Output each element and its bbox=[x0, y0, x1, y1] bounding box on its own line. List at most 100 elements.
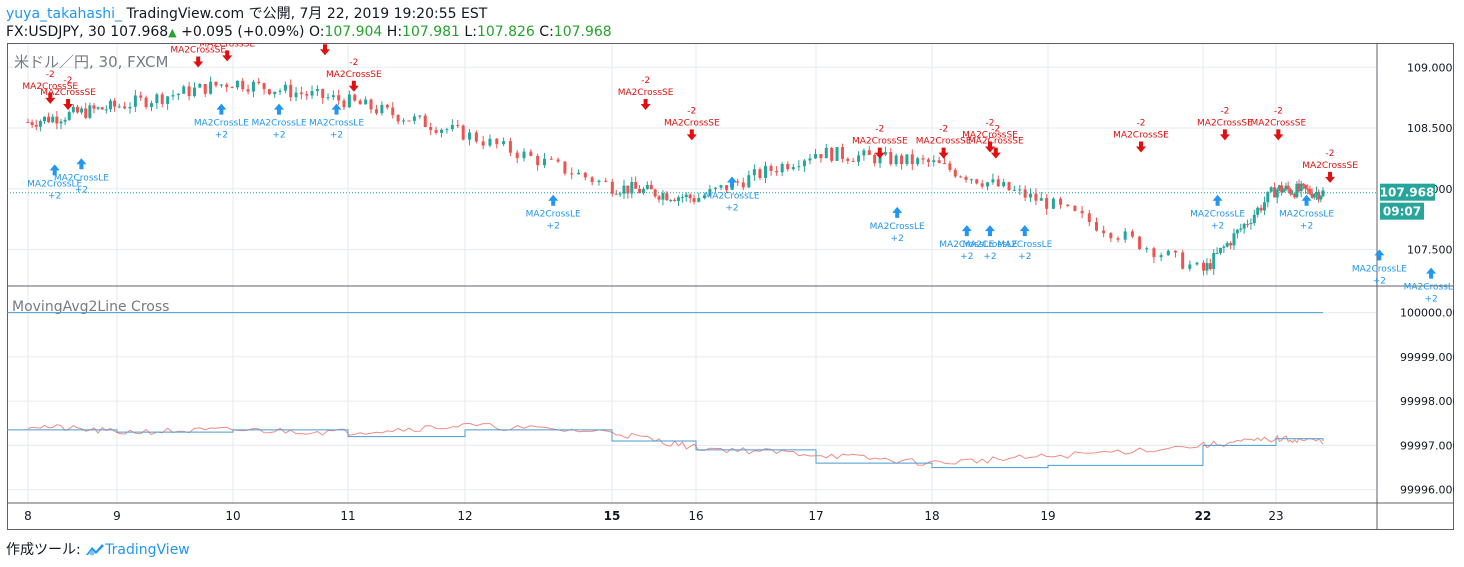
candle-body bbox=[358, 100, 362, 105]
candle-body bbox=[964, 176, 968, 180]
candle-body bbox=[203, 84, 207, 94]
candle-body bbox=[235, 80, 239, 88]
candle-body bbox=[1301, 183, 1305, 186]
candle-body bbox=[71, 106, 75, 113]
candle-body bbox=[1297, 183, 1301, 192]
candle-body bbox=[867, 150, 871, 155]
candle-body bbox=[481, 141, 485, 146]
candle-body bbox=[1102, 230, 1106, 234]
long-entry-qty: +2 bbox=[215, 131, 228, 141]
candle-body bbox=[139, 95, 143, 98]
candle-body bbox=[192, 87, 196, 97]
long-entry-label: MA2CrossLE bbox=[939, 240, 994, 250]
candle-body bbox=[996, 179, 1000, 187]
candle-body bbox=[797, 166, 801, 168]
candle-body bbox=[1051, 198, 1055, 209]
long-entry-label: MA2CrossLE bbox=[54, 173, 109, 183]
candle-body bbox=[299, 92, 303, 95]
candle-body bbox=[1235, 229, 1239, 234]
candle-body bbox=[369, 99, 373, 110]
long-entry-label: MA2CrossLE bbox=[526, 210, 581, 220]
candle-body bbox=[758, 169, 762, 178]
time-axis-tick: 9 bbox=[113, 509, 121, 523]
candle-body bbox=[921, 158, 925, 160]
candle-body bbox=[1321, 190, 1325, 197]
candle-body bbox=[1304, 185, 1308, 189]
time-axis-tick: 23 bbox=[1268, 509, 1283, 523]
candle-body bbox=[900, 155, 904, 165]
long-entry-label: MA2CrossLE bbox=[870, 222, 925, 232]
candle-body bbox=[347, 94, 351, 108]
candle-body bbox=[975, 179, 979, 184]
long-entry-label: MA2CrossLE bbox=[704, 192, 759, 202]
candle-body bbox=[725, 185, 729, 190]
candle-body bbox=[407, 120, 411, 122]
candle-body bbox=[604, 180, 608, 182]
candle-body bbox=[883, 152, 887, 155]
candle-body bbox=[123, 106, 127, 109]
candle-body bbox=[128, 106, 132, 109]
candle-body bbox=[763, 165, 767, 178]
long-entry-label: MA2CrossLE bbox=[1279, 210, 1334, 220]
author-link[interactable]: yuya_takahashi_ bbox=[6, 6, 123, 22]
candle-body bbox=[337, 95, 341, 101]
chart-svg[interactable]: 米ドル／円, 30, FXCM MovingAvg2Line Cross MA2… bbox=[7, 21, 1464, 530]
short-entry-arrow-icon bbox=[640, 98, 651, 110]
candle-body bbox=[1181, 252, 1185, 269]
long-entry-arrow-icon bbox=[49, 164, 60, 176]
candle-body bbox=[294, 92, 298, 98]
long-entry-label: MA2CrossLE bbox=[1352, 264, 1407, 274]
candle-body bbox=[187, 86, 191, 97]
candle-body bbox=[55, 116, 59, 124]
symbol-label: FX:USDJPY, 30 bbox=[6, 24, 106, 40]
candle-body bbox=[1018, 189, 1022, 191]
short-entry-qty: -2 bbox=[1326, 149, 1335, 159]
candle-body bbox=[402, 120, 406, 122]
candle-body bbox=[1308, 188, 1312, 194]
last-price: 107.968 bbox=[110, 24, 169, 40]
candle-body bbox=[610, 181, 614, 194]
candle-body bbox=[104, 109, 108, 111]
indicator-axis-tick: 99997.000 bbox=[1400, 439, 1454, 452]
short-entry-arrow-icon bbox=[45, 92, 56, 104]
candle-body bbox=[846, 158, 850, 161]
candle-body bbox=[1232, 233, 1236, 246]
candle-body bbox=[51, 116, 55, 123]
candle-body bbox=[80, 108, 84, 113]
candle-body bbox=[1166, 250, 1170, 256]
axis-labels-layer: 109.000108.500108.000107.500100000.00099… bbox=[24, 61, 1464, 523]
candle-body bbox=[1284, 185, 1288, 190]
price-axis-tick: 107.500 bbox=[1407, 244, 1453, 257]
candle-body bbox=[741, 182, 745, 188]
candle-body bbox=[824, 147, 828, 159]
candle-body bbox=[440, 129, 444, 133]
candle-body bbox=[769, 165, 773, 171]
candle-body bbox=[1195, 262, 1199, 265]
candle-body bbox=[391, 107, 395, 116]
chart-container[interactable]: 米ドル／円, 30, FXCM MovingAvg2Line Cross MA2… bbox=[7, 21, 1464, 530]
close-value: 107.968 bbox=[553, 24, 612, 40]
candle-body bbox=[166, 96, 170, 104]
short-entry-qty: -2 bbox=[64, 76, 73, 86]
long-entry-qty: +2 bbox=[1373, 276, 1386, 286]
candle-body bbox=[529, 151, 533, 156]
candle-body bbox=[641, 189, 645, 194]
indicator-axis-tick: 99998.000 bbox=[1400, 395, 1454, 408]
candle-body bbox=[1239, 228, 1243, 230]
candle-body bbox=[1152, 248, 1156, 258]
candle-body bbox=[88, 105, 92, 118]
candle-body bbox=[1266, 191, 1270, 203]
time-axis-tick: 8 bbox=[24, 509, 32, 523]
candle-body bbox=[176, 93, 180, 96]
short-entry-label: MA2CrossSE bbox=[1302, 161, 1358, 171]
candle-body bbox=[630, 182, 634, 194]
long-entry-arrow-icon bbox=[1426, 267, 1437, 279]
candle-body bbox=[577, 172, 581, 175]
tradingview-brand-link[interactable]: TradingView bbox=[105, 542, 190, 558]
price-axis-tick: 109.000 bbox=[1407, 61, 1453, 74]
candle-body bbox=[182, 86, 186, 94]
candle-body bbox=[649, 184, 653, 190]
candle-body bbox=[219, 84, 223, 86]
candle-body bbox=[1225, 242, 1229, 247]
long-entry-arrow-icon bbox=[1212, 194, 1223, 206]
